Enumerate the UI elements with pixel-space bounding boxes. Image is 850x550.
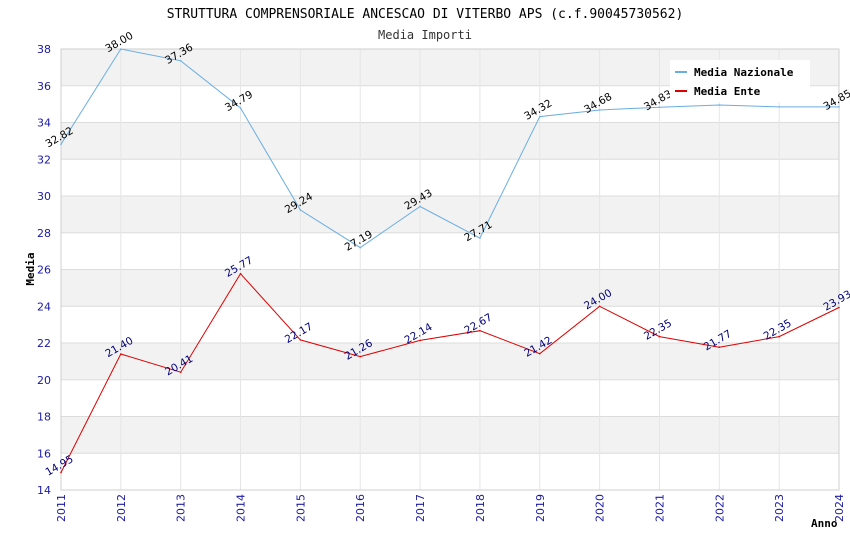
legend-box bbox=[670, 60, 810, 102]
x-tick-label: 2022 bbox=[713, 494, 726, 522]
data-point bbox=[658, 335, 661, 338]
y-tick-label: 24 bbox=[37, 300, 51, 313]
data-point bbox=[299, 339, 302, 341]
data-point bbox=[598, 305, 601, 308]
x-axis-label: Anno bbox=[811, 517, 838, 530]
x-tick-label: 2019 bbox=[534, 494, 547, 522]
data-point bbox=[479, 237, 481, 239]
legend: Media Nazionale Media Ente bbox=[670, 60, 810, 102]
x-tick-label: 2017 bbox=[414, 494, 427, 522]
y-tick-label: 28 bbox=[37, 227, 51, 240]
x-tick-label: 2018 bbox=[474, 494, 487, 522]
y-tick-label: 16 bbox=[37, 447, 51, 460]
grid-band bbox=[61, 122, 839, 160]
grid-bands bbox=[60, 48, 840, 491]
x-tick-label: 2011 bbox=[55, 494, 68, 522]
x-tick-label: 2023 bbox=[773, 494, 786, 522]
x-tick-label: 2012 bbox=[115, 494, 128, 522]
data-point bbox=[120, 48, 122, 50]
grid-band bbox=[61, 416, 839, 454]
y-tick-label: 32 bbox=[37, 153, 51, 166]
x-tick-label: 2016 bbox=[354, 494, 367, 522]
grid-band bbox=[61, 453, 839, 490]
y-tick-label: 22 bbox=[37, 337, 51, 350]
data-point bbox=[60, 143, 62, 145]
y-tick-label: 18 bbox=[37, 411, 51, 424]
data-point bbox=[419, 339, 421, 342]
data-point bbox=[538, 115, 541, 118]
data-point bbox=[538, 352, 541, 355]
grid-band bbox=[61, 196, 839, 233]
data-point bbox=[179, 371, 182, 374]
x-axis-ticks: 2011 2012 2013 2014 2015 2016 2017 2018 2019 2020… bbox=[55, 494, 846, 522]
grid-band bbox=[61, 379, 839, 417]
data-point bbox=[718, 346, 721, 349]
y-axis-ticks: 14 16 18 20 22 24 26 28 30 32 34 36 38 bbox=[37, 43, 51, 497]
chart-title: STRUTTURA COMPRENSORIALE ANCESCAO DI VIT… bbox=[167, 7, 684, 22]
x-tick-label: 2024 bbox=[833, 494, 846, 522]
y-tick-label: 34 bbox=[37, 117, 51, 130]
y-tick-label: 30 bbox=[37, 190, 51, 203]
legend-label: Media Nazionale bbox=[694, 66, 794, 79]
data-point bbox=[179, 59, 182, 62]
x-tick-label: 2021 bbox=[653, 494, 666, 522]
y-tick-label: 38 bbox=[37, 43, 51, 56]
data-point bbox=[778, 106, 780, 108]
data-point bbox=[120, 353, 122, 355]
grid-band bbox=[61, 343, 839, 380]
data-point bbox=[359, 246, 362, 249]
data-point bbox=[598, 109, 601, 111]
data-point bbox=[838, 306, 840, 309]
data-point bbox=[778, 335, 780, 338]
series-line bbox=[60, 48, 839, 249]
data-point bbox=[479, 329, 481, 332]
y-tick-label: 20 bbox=[37, 374, 51, 387]
y-tick-label: 36 bbox=[37, 80, 51, 93]
data-point bbox=[419, 205, 421, 208]
legend-label: Media Ente bbox=[694, 85, 761, 98]
data-point bbox=[718, 104, 721, 106]
data-point bbox=[60, 471, 62, 474]
y-tick-label: 14 bbox=[37, 484, 51, 497]
data-point bbox=[359, 355, 362, 358]
data-point bbox=[239, 107, 242, 109]
data-point bbox=[239, 272, 242, 275]
grid-band bbox=[61, 232, 839, 270]
y-tick-label: 26 bbox=[37, 264, 51, 277]
x-tick-label: 2014 bbox=[235, 494, 248, 522]
grid-band bbox=[61, 306, 839, 343]
series-line bbox=[60, 272, 840, 473]
x-tick-label: 2013 bbox=[175, 494, 188, 522]
chart-subtitle: Media Importi bbox=[378, 28, 472, 42]
grid-band bbox=[61, 269, 839, 307]
grid-band bbox=[61, 159, 839, 196]
y-axis-label: Media bbox=[24, 252, 37, 285]
data-point bbox=[838, 106, 840, 108]
plot-frame bbox=[60, 48, 840, 491]
x-tick-label: 2020 bbox=[594, 494, 607, 522]
x-tick-label: 2015 bbox=[294, 494, 307, 522]
series-lines bbox=[60, 48, 840, 474]
data-point bbox=[299, 209, 302, 211]
data-point bbox=[658, 106, 661, 109]
